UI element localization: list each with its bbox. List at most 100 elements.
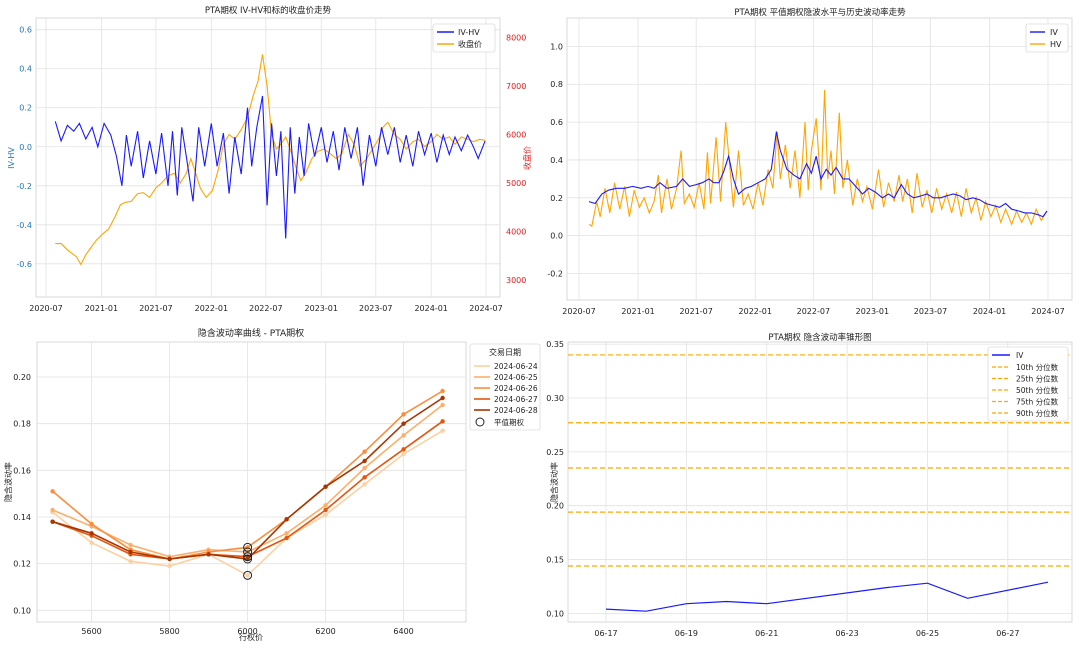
data-point <box>323 484 328 489</box>
data-point <box>440 428 445 433</box>
data-point <box>284 531 289 536</box>
chart-title: PTA期权 平值期权隐波水平与历史波动率走势 <box>734 7 906 18</box>
data-point <box>245 573 250 578</box>
data-point <box>167 563 172 569</box>
x-tick-label: 2023-01 <box>305 304 338 313</box>
legend-label: 25th 分位数 <box>1016 374 1059 384</box>
data-point <box>440 419 445 424</box>
plot-frame <box>36 341 467 623</box>
x-tick-label: 2023-07 <box>359 304 392 313</box>
y-tick-label: 0.2 <box>550 194 563 203</box>
x-tick-label: 06-25 <box>916 629 939 638</box>
chart-title: 隐含波动率曲线 - PTA期权 <box>198 327 304 339</box>
x-tick-label: 2024-07 <box>1031 307 1064 316</box>
x-tick-label: 2024-01 <box>414 304 447 313</box>
data-point <box>401 447 406 452</box>
x-tick-label: 2022-01 <box>739 307 772 316</box>
y-tick-label: -0.2 <box>16 182 32 191</box>
legend-label: 平值期权 <box>494 417 524 427</box>
x-tick-label: 2021-01 <box>85 304 118 313</box>
y-axis-label: 隐含波动率 <box>549 462 559 502</box>
data-point <box>362 458 367 464</box>
y-axis-label: IV-HV <box>7 147 16 169</box>
y-tick-label: 0.30 <box>546 394 564 403</box>
y2-tick-label: 3000 <box>506 276 526 285</box>
x-tick-label: 5600 <box>81 627 101 636</box>
legend-title: 交易日期 <box>489 347 521 357</box>
y-tick-label: 1.0 <box>550 42 563 51</box>
x-tick-label: 2022-01 <box>195 304 228 313</box>
legend-label: 10th 分位数 <box>1016 362 1059 372</box>
data-point <box>89 540 94 545</box>
y-tick-label: 0.2 <box>19 104 32 113</box>
legend-label: 2024-06-25 <box>494 373 538 382</box>
data-point <box>206 552 211 557</box>
x-tick-label: 2022-07 <box>249 304 282 313</box>
legend-label: 2024-06-27 <box>494 395 538 404</box>
legend-box <box>1025 23 1069 53</box>
y-tick-label: 0.8 <box>550 80 563 89</box>
legend-label: IV <box>1016 351 1024 360</box>
chart-title: PTA期权 隐含波动率锥形图 <box>768 332 871 343</box>
x-tick-label: 06-27 <box>996 629 1019 638</box>
data-point <box>362 482 367 487</box>
plot-frame <box>566 17 1073 301</box>
series-iv <box>605 581 1049 612</box>
x-tick-label: 06-23 <box>835 629 858 638</box>
chart-iv-cone: 06-17 06-19 06-21 06-23 06-25 06-27 0.10 0.15 0.… <box>546 332 1073 638</box>
y-tick-label: 0.6 <box>19 26 32 35</box>
data-point <box>440 402 445 408</box>
data-point <box>89 531 94 536</box>
y-tick-label: 0.10 <box>546 609 564 618</box>
legend-label: 2024-06-26 <box>494 384 538 393</box>
data-point <box>50 489 55 494</box>
x-tick-label: 6400 <box>393 627 413 636</box>
data-point <box>89 521 94 527</box>
y-tick-label: -0.2 <box>547 270 563 279</box>
atm-marker <box>243 554 253 564</box>
x-tick-label: 2021-07 <box>679 307 712 316</box>
y-tick-label: 0.35 <box>546 340 564 349</box>
x-tick-label: 06-21 <box>755 629 778 638</box>
x-tick-label: 6000 <box>237 627 257 636</box>
data-point <box>401 421 406 426</box>
y2-tick-label: 5000 <box>506 179 526 188</box>
x-tick-label: 5800 <box>159 627 179 636</box>
y-tick-label: 0.10 <box>13 606 31 615</box>
x-tick-label: 06-17 <box>594 629 617 638</box>
y2-tick-label: 4000 <box>506 227 526 236</box>
y-axis-label: 隐含波动率 <box>3 462 13 502</box>
y-tick-label: 0.14 <box>13 513 31 522</box>
data-point <box>440 395 445 401</box>
legend-label: 2024-06-24 <box>494 362 538 371</box>
legend-label: 50th 分位数 <box>1016 385 1059 395</box>
data-point <box>167 556 172 562</box>
x-tick-label: 2022-07 <box>797 307 830 316</box>
legend-label: 75th 分位数 <box>1016 397 1059 407</box>
data-point <box>128 559 133 564</box>
series-line-hv <box>588 89 1048 228</box>
atm-marker <box>243 542 253 552</box>
x-tick-label: 2021-07 <box>139 304 172 313</box>
data-point <box>284 535 289 541</box>
data-point <box>50 507 55 513</box>
data-point <box>323 512 328 517</box>
y-tick-label: 0.16 <box>13 466 31 475</box>
legend-atm-marker <box>475 417 485 427</box>
y-tick-label: 0.12 <box>13 560 31 569</box>
data-point <box>362 449 367 454</box>
legend: IV HV <box>1025 23 1069 53</box>
data-point <box>401 451 406 457</box>
data-point <box>284 517 289 522</box>
data-point <box>401 433 406 438</box>
legend: IV-HV 收盘价 <box>432 23 496 53</box>
data-point <box>50 519 55 524</box>
x-tick-label: 2023-07 <box>914 307 947 316</box>
y-tick-label: 0.6 <box>550 118 563 127</box>
data-point <box>362 465 367 471</box>
y2-axis-label: 收盘价 <box>522 146 532 170</box>
legend: 交易日期 2024-06-24 2024-06-25 2024-06-26 2024-0… <box>469 343 541 431</box>
